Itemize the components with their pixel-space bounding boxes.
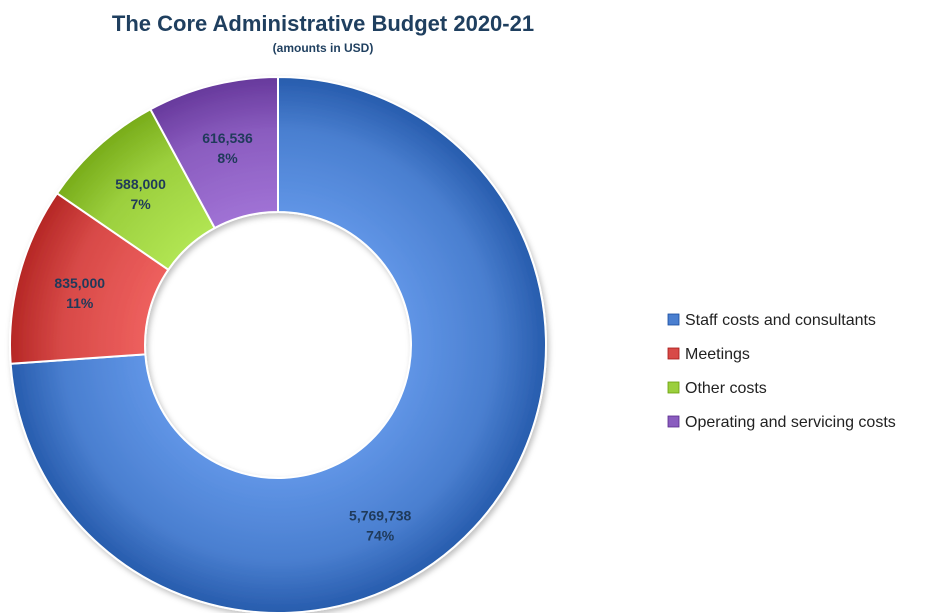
slice-percent-label: 74% [366, 527, 395, 543]
legend-swatch [667, 415, 680, 428]
slice-percent-label: 8% [217, 150, 238, 166]
legend-swatch [667, 381, 680, 394]
legend-label: Staff costs and consultants [685, 312, 876, 329]
slice-percent-label: 11% [66, 295, 94, 311]
legend-label: Other costs [685, 380, 767, 397]
chart-subtitle: (amounts in USD) [273, 41, 374, 55]
legend-label: Meetings [685, 346, 750, 363]
legend: Staff costs and consultants Meetings Other… [667, 312, 896, 431]
slice-operating-and-servicing-costs [149, 75, 279, 230]
slice-value-label: 588,000 [115, 176, 166, 192]
slice-value-label: 5,769,738 [349, 507, 411, 523]
chart-title: The Core Administrative Budget 2020-21 [112, 11, 534, 36]
slice-staff-costs-and-consultants [9, 75, 547, 613]
legend-swatch [667, 347, 680, 360]
slice-value-label: 835,000 [54, 275, 105, 291]
legend-swatch [667, 313, 680, 326]
slice-value-label: 616,536 [202, 130, 253, 146]
donut-slice-labels: 5,769,738 74% 835,000 11% 588,000 7% 616,536 8% [54, 130, 411, 543]
donut-slices [9, 75, 547, 613]
legend-label: Operating and servicing costs [685, 414, 896, 431]
slice-percent-label: 7% [130, 196, 151, 212]
